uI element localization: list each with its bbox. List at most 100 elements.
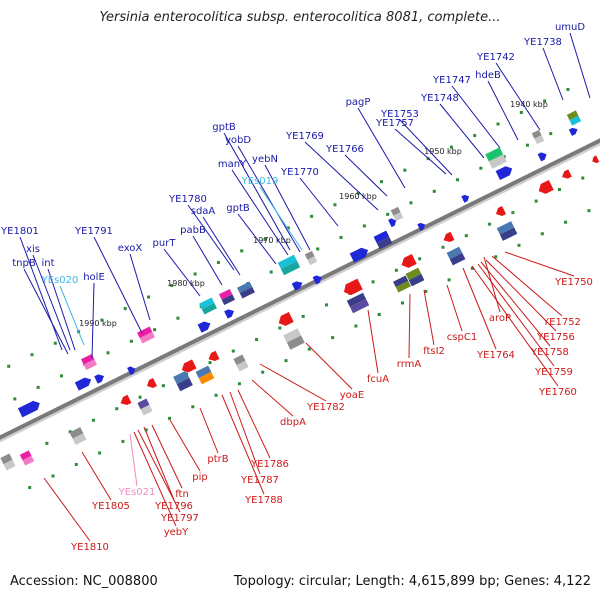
label-leader bbox=[237, 213, 277, 265]
gene-block bbox=[237, 281, 255, 299]
gene-arrow bbox=[495, 205, 507, 217]
label-leader bbox=[251, 379, 294, 417]
grid-dot bbox=[216, 260, 220, 264]
grid-dot bbox=[401, 301, 405, 305]
grid-dot bbox=[525, 143, 529, 147]
grid-dot bbox=[494, 255, 498, 259]
grid-dot bbox=[208, 361, 212, 365]
kbp-marker: 1940 kbp bbox=[510, 100, 548, 109]
gene-label: dbpA bbox=[280, 417, 306, 428]
label-leader bbox=[32, 254, 71, 351]
gene-label: YE1738 bbox=[523, 37, 562, 48]
label-leader bbox=[495, 62, 541, 131]
grid-dot bbox=[100, 318, 104, 322]
gene-arrow-shape bbox=[592, 155, 600, 164]
gene-label: pip bbox=[192, 472, 207, 483]
label-leader bbox=[408, 293, 411, 359]
grid-dot bbox=[240, 249, 244, 253]
grid-dot bbox=[28, 486, 32, 490]
gene-label: YE1769 bbox=[285, 131, 324, 142]
label-leader bbox=[451, 85, 501, 149]
gene-label: tnpB bbox=[12, 258, 36, 269]
gene-label: YE1748 bbox=[420, 93, 459, 104]
gene-arrow-shape bbox=[568, 127, 578, 136]
gene-arrow-shape bbox=[291, 281, 303, 291]
gene-block-bottom bbox=[488, 154, 507, 169]
grid-dot bbox=[147, 295, 151, 299]
grid-dot bbox=[386, 212, 390, 216]
gene-block-bottom bbox=[239, 286, 255, 299]
label-leader bbox=[81, 451, 112, 501]
gene-block bbox=[566, 110, 582, 126]
gene-block bbox=[69, 427, 87, 445]
gene-block-bottom bbox=[201, 302, 217, 315]
grid-dot bbox=[371, 280, 375, 284]
gene-block bbox=[531, 129, 545, 145]
gene-arrow-shape bbox=[120, 394, 132, 406]
grid-dot bbox=[115, 407, 119, 411]
label-leader bbox=[221, 394, 265, 495]
grid-dot bbox=[237, 382, 241, 386]
gene-label: YE1805 bbox=[91, 501, 130, 512]
gene-block-bottom bbox=[280, 261, 301, 276]
gene-label: YE1801 bbox=[0, 226, 39, 237]
gene-label: manY bbox=[218, 159, 247, 170]
gene-arrow bbox=[343, 278, 363, 296]
gene-arrow bbox=[388, 218, 397, 228]
gene-label: cspC1 bbox=[447, 332, 477, 343]
grid-dot bbox=[13, 397, 17, 401]
gene-label: umuD bbox=[555, 22, 585, 33]
label-leader bbox=[394, 128, 447, 175]
gene-arrow bbox=[537, 152, 547, 162]
gene-label: fcuA bbox=[367, 374, 389, 385]
kbp-marker: 1980 kbp bbox=[167, 279, 205, 288]
grid-dot bbox=[30, 353, 34, 357]
gene-arrow bbox=[561, 169, 572, 179]
gene-label: YE1759 bbox=[534, 367, 573, 378]
label-leader bbox=[259, 186, 303, 251]
gene-label: YE1766 bbox=[325, 144, 364, 155]
grid-dot bbox=[98, 451, 102, 455]
gene-label: YE1786 bbox=[250, 459, 289, 470]
accession-text: Accession: NC_008800 bbox=[10, 574, 158, 589]
grid-dot bbox=[121, 439, 125, 443]
gene-arrow bbox=[538, 179, 554, 194]
kbp-marker: 1990 kbp bbox=[79, 319, 117, 328]
gene-block-top bbox=[390, 206, 401, 216]
gene-block-bottom bbox=[139, 331, 155, 344]
grid-dot bbox=[316, 247, 320, 251]
gene-label: sdaA bbox=[191, 206, 216, 217]
label-leader bbox=[199, 407, 219, 454]
grid-dot bbox=[564, 220, 568, 224]
gene-arrow bbox=[592, 155, 600, 164]
gene-arrow bbox=[146, 377, 158, 389]
gene-arrow-shape bbox=[537, 152, 547, 162]
grid-dot bbox=[74, 462, 78, 466]
label-leader bbox=[471, 265, 559, 387]
gene-label: rrmA bbox=[397, 359, 422, 370]
label-leader bbox=[137, 429, 181, 513]
gene-arrow-shape bbox=[417, 222, 426, 231]
grid-dot bbox=[261, 370, 265, 374]
gene-block bbox=[218, 288, 236, 306]
gene-arrow-shape bbox=[495, 205, 507, 217]
grid-dot bbox=[53, 341, 57, 345]
kbp-marker: 1970 kbp bbox=[253, 236, 291, 245]
gene-arrow bbox=[291, 281, 303, 291]
gene-block-top bbox=[173, 370, 190, 385]
gene-block-bottom bbox=[408, 273, 425, 287]
gene-block bbox=[137, 398, 153, 416]
gene-label: yoaE bbox=[340, 390, 364, 401]
grid-dot bbox=[138, 395, 142, 399]
label-leader bbox=[129, 253, 151, 321]
gene-label: yobD bbox=[225, 135, 251, 146]
gene-label: aroP bbox=[489, 313, 511, 324]
label-leader bbox=[187, 204, 235, 271]
label-leader bbox=[439, 103, 485, 159]
gene-arrow-shape bbox=[443, 231, 455, 243]
gene-block-bottom bbox=[140, 404, 153, 416]
gene-label: YE1810 bbox=[70, 542, 109, 553]
label-leader bbox=[264, 164, 311, 251]
gene-block-bottom bbox=[221, 294, 236, 306]
